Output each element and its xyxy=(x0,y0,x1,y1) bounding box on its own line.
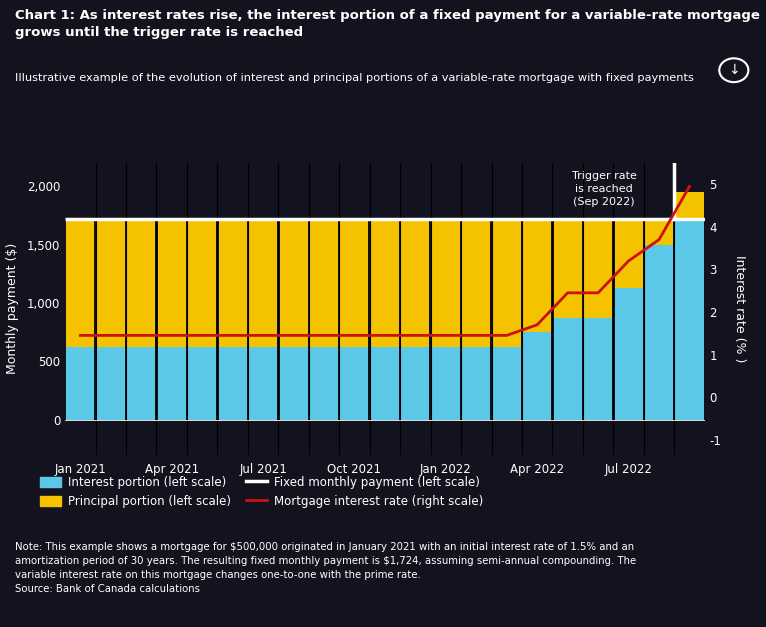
Bar xyxy=(584,219,612,317)
Bar xyxy=(67,219,94,347)
Bar xyxy=(127,219,155,347)
Text: ↓: ↓ xyxy=(728,63,740,77)
Bar xyxy=(218,219,247,347)
Bar xyxy=(188,347,216,419)
Bar xyxy=(554,317,581,419)
Bar xyxy=(249,347,277,419)
Bar xyxy=(462,347,490,419)
Mortgage interest rate (right scale) xyxy=(167,332,176,339)
Bar xyxy=(493,219,521,347)
Mortgage interest rate (right scale) xyxy=(258,332,267,339)
Mortgage interest rate (right scale) xyxy=(289,332,298,339)
Text: Chart 1: As interest rates rise, the interest portion of a fixed payment for a v: Chart 1: As interest rates rise, the int… xyxy=(15,9,760,39)
Bar xyxy=(158,347,185,419)
Mortgage interest rate (right scale) xyxy=(654,236,663,243)
Bar xyxy=(432,347,460,419)
Mortgage interest rate (right scale) xyxy=(106,332,116,339)
Mortgage interest rate (right scale) xyxy=(411,332,420,339)
Bar xyxy=(371,219,399,347)
Bar xyxy=(614,288,643,419)
Bar xyxy=(310,347,338,419)
Bar xyxy=(188,219,216,347)
Bar xyxy=(280,347,308,419)
Mortgage interest rate (right scale) xyxy=(624,257,633,265)
Mortgage interest rate (right scale) xyxy=(319,332,329,339)
Mortgage interest rate (right scale) xyxy=(380,332,389,339)
Bar xyxy=(584,317,612,419)
Mortgage interest rate (right scale) xyxy=(563,289,572,297)
Bar xyxy=(97,347,125,419)
Bar xyxy=(97,219,125,347)
Mortgage interest rate (right scale) xyxy=(441,332,450,339)
Mortgage interest rate (right scale) xyxy=(228,332,237,339)
Mortgage interest rate (right scale) xyxy=(502,332,512,339)
Bar xyxy=(645,245,673,419)
Bar xyxy=(401,219,430,347)
Mortgage interest rate (right scale) xyxy=(136,332,146,339)
Bar xyxy=(401,347,430,419)
Bar xyxy=(523,219,552,332)
Bar xyxy=(462,219,490,347)
Bar xyxy=(218,347,247,419)
Mortgage interest rate (right scale) xyxy=(532,321,542,329)
Mortgage interest rate (right scale) xyxy=(472,332,481,339)
Bar xyxy=(614,219,643,288)
Bar xyxy=(310,219,338,347)
Bar xyxy=(158,219,185,347)
Bar xyxy=(645,219,673,245)
Bar xyxy=(523,332,552,419)
Mortgage interest rate (right scale) xyxy=(198,332,207,339)
Text: Illustrative example of the evolution of interest and principal portions of a va: Illustrative example of the evolution of… xyxy=(15,73,694,83)
Legend: Interest portion (left scale), Principal portion (left scale), Fixed monthly pay: Interest portion (left scale), Principal… xyxy=(37,472,486,512)
Bar xyxy=(676,192,703,219)
Bar xyxy=(676,192,703,419)
Bar xyxy=(67,347,94,419)
Bar xyxy=(432,219,460,347)
Bar xyxy=(249,219,277,347)
Text: Trigger rate
is reached
(Sep 2022): Trigger rate is reached (Sep 2022) xyxy=(571,171,637,208)
Y-axis label: Interest rate (% ): Interest rate (% ) xyxy=(732,255,745,362)
Y-axis label: Monthly payment ($): Monthly payment ($) xyxy=(5,243,18,374)
Text: Note: This example shows a mortgage for $500,000 originated in January 2021 with: Note: This example shows a mortgage for … xyxy=(15,542,637,594)
Bar xyxy=(371,347,399,419)
Line: Mortgage interest rate (right scale): Mortgage interest rate (right scale) xyxy=(80,186,689,335)
Bar xyxy=(127,347,155,419)
Mortgage interest rate (right scale) xyxy=(76,332,85,339)
Mortgage interest rate (right scale) xyxy=(594,289,603,297)
Mortgage interest rate (right scale) xyxy=(350,332,359,339)
Bar xyxy=(340,347,368,419)
Bar xyxy=(280,219,308,347)
Mortgage interest rate (right scale) xyxy=(685,182,694,190)
Bar xyxy=(493,347,521,419)
Bar xyxy=(554,219,581,317)
Bar xyxy=(340,219,368,347)
